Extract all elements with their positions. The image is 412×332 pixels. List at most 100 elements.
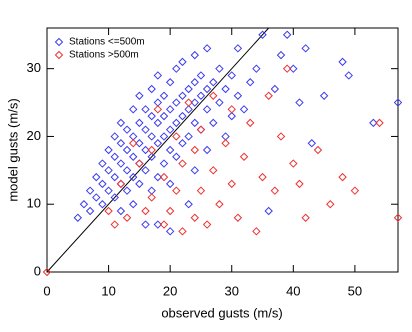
point <box>252 64 261 73</box>
point <box>129 152 138 161</box>
point <box>196 71 206 80</box>
point <box>147 145 156 155</box>
point <box>196 186 206 195</box>
point <box>307 139 316 148</box>
point <box>350 186 360 195</box>
x-tick-label: 10 <box>101 283 115 298</box>
point <box>178 91 187 100</box>
point <box>172 64 181 73</box>
point <box>184 105 193 114</box>
point <box>215 64 224 73</box>
point <box>369 118 378 128</box>
point <box>165 206 175 216</box>
point <box>147 111 156 121</box>
point <box>116 179 126 189</box>
point <box>104 206 113 216</box>
point <box>129 105 138 114</box>
point <box>178 227 187 236</box>
point <box>122 213 132 222</box>
point <box>190 98 199 107</box>
point <box>209 118 218 128</box>
point <box>239 105 249 114</box>
point <box>289 159 298 168</box>
point <box>110 220 119 229</box>
point <box>202 84 212 94</box>
point <box>98 159 107 168</box>
point <box>79 200 89 209</box>
point <box>104 166 113 175</box>
point <box>141 105 150 114</box>
point <box>393 213 403 222</box>
point <box>215 98 224 107</box>
point <box>233 91 243 100</box>
point <box>153 105 163 114</box>
x-tick-label: 20 <box>163 283 177 298</box>
point <box>129 132 138 141</box>
point <box>221 132 230 141</box>
point <box>141 220 150 229</box>
point <box>98 179 107 189</box>
y-tick-label: 30 <box>27 60 41 75</box>
point <box>393 98 403 107</box>
point <box>326 200 335 209</box>
point <box>116 118 126 128</box>
point <box>165 227 175 236</box>
point <box>233 44 243 53</box>
point <box>135 118 144 128</box>
point <box>85 186 95 195</box>
point <box>178 159 187 168</box>
point <box>227 179 236 189</box>
point <box>172 132 181 141</box>
point <box>295 98 304 107</box>
point <box>110 132 119 141</box>
y-tick-label: 20 <box>27 128 41 143</box>
y-tick-label: 0 <box>34 263 41 278</box>
point <box>104 145 113 155</box>
point <box>190 50 199 60</box>
point <box>172 118 181 128</box>
point <box>110 193 119 202</box>
point <box>202 145 212 155</box>
point <box>153 71 163 80</box>
point <box>289 64 298 73</box>
point <box>141 125 150 134</box>
point <box>147 152 156 161</box>
point <box>338 57 347 67</box>
point <box>209 78 218 87</box>
point <box>301 44 310 53</box>
y-tick-label: 10 <box>27 196 41 211</box>
point <box>215 200 224 209</box>
point <box>153 220 163 229</box>
point <box>209 166 218 175</box>
point <box>172 152 181 161</box>
point <box>159 159 169 168</box>
point <box>141 166 150 175</box>
point <box>141 145 150 155</box>
point <box>239 152 249 161</box>
point <box>252 227 261 236</box>
point <box>135 159 144 168</box>
point <box>221 84 230 94</box>
point <box>147 193 156 202</box>
point <box>135 159 144 168</box>
point <box>165 78 175 87</box>
point <box>165 179 175 189</box>
point <box>264 206 273 216</box>
point <box>202 105 212 114</box>
point <box>92 172 101 182</box>
point <box>276 50 286 60</box>
point <box>147 132 156 141</box>
point <box>159 220 169 229</box>
point <box>202 220 212 229</box>
point <box>98 200 107 209</box>
point <box>264 91 273 100</box>
point <box>246 118 255 128</box>
point <box>172 186 181 195</box>
point <box>319 91 329 100</box>
x-tick-label: 40 <box>286 283 300 298</box>
x-axis-label: observed gusts (m/s) <box>161 305 282 320</box>
legend-marker <box>54 50 64 60</box>
point <box>129 139 138 148</box>
y-axis-label: model gusts (m/s) <box>5 98 20 201</box>
